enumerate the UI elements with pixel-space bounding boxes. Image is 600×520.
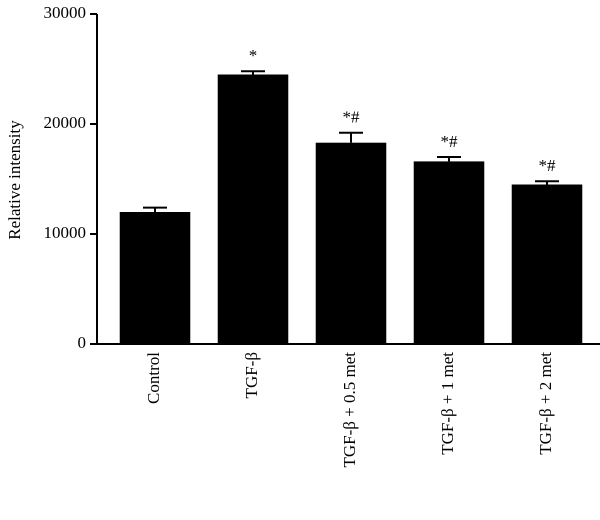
bar (217, 74, 289, 344)
bar (315, 142, 387, 344)
y-tick-label: 10000 (44, 223, 87, 242)
y-axis-title: Relative intensity (5, 120, 24, 240)
annotation: *# (343, 108, 361, 127)
y-tick-label: 20000 (44, 113, 87, 132)
annotation: *# (539, 156, 557, 175)
x-tick-label: TGF-β + 0.5 met (340, 352, 359, 468)
x-tick-label: Control (144, 352, 163, 404)
x-tick-label: TGF-β + 2 met (536, 352, 555, 455)
x-tick-label: TGF-β + 1 met (438, 352, 457, 455)
y-tick-label: 30000 (44, 3, 87, 22)
bar (511, 184, 583, 344)
annotation: *# (441, 132, 459, 151)
annotation: * (249, 46, 258, 65)
bar (413, 161, 485, 344)
x-tick-label: TGF-β (242, 352, 261, 398)
y-tick-label: 0 (78, 333, 87, 352)
bar (119, 212, 191, 344)
